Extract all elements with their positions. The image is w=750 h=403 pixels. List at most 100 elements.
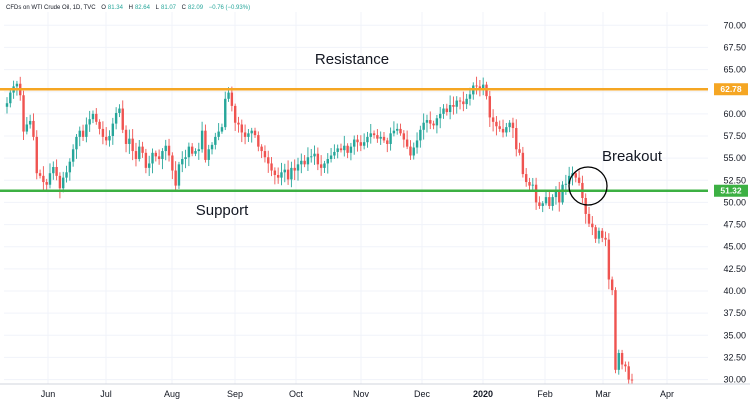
candle-body xyxy=(597,230,601,239)
candle-body xyxy=(220,127,224,132)
candle-body xyxy=(184,157,187,160)
candle-body xyxy=(32,120,35,137)
candle-body xyxy=(617,353,620,370)
candle-body xyxy=(48,173,52,185)
candle-body xyxy=(151,152,154,164)
candle-body xyxy=(336,148,339,152)
candle-body xyxy=(95,113,98,122)
candle-body xyxy=(128,138,131,144)
candle-body xyxy=(386,140,389,144)
candle-body xyxy=(505,127,508,133)
candle-body xyxy=(343,145,346,151)
candle-body xyxy=(197,149,200,152)
candle-body xyxy=(181,159,184,165)
breakout-circle xyxy=(568,166,608,206)
candle-body xyxy=(396,128,399,131)
candle-body xyxy=(521,152,525,175)
candle-body xyxy=(515,128,518,150)
candle-body xyxy=(114,112,118,124)
candle-body xyxy=(458,100,462,102)
candle-body xyxy=(442,108,445,114)
candle-body xyxy=(333,151,336,156)
change-value: −0.76 (−0.93%) xyxy=(208,5,251,11)
candle-body xyxy=(38,173,42,176)
candle-body xyxy=(214,136,217,145)
candle-body xyxy=(323,163,326,168)
candle-body xyxy=(607,239,611,280)
candle-body xyxy=(498,126,501,129)
candle-body xyxy=(88,119,91,125)
candle-body xyxy=(329,155,333,160)
candle-body xyxy=(35,136,38,174)
candle-body xyxy=(276,174,280,178)
candle-body xyxy=(558,191,561,203)
candle-body xyxy=(432,123,435,126)
candle-body xyxy=(174,170,177,186)
candle-body xyxy=(372,133,376,136)
candle-body xyxy=(108,136,111,141)
candle-body xyxy=(366,136,369,143)
candle-body xyxy=(22,95,25,132)
candle-body xyxy=(614,290,617,370)
candle-body xyxy=(445,108,449,113)
candle-body xyxy=(465,98,468,105)
candle-body xyxy=(144,152,148,168)
candle-body xyxy=(270,163,273,171)
candle-body xyxy=(237,122,240,125)
candle-body xyxy=(194,151,197,154)
candle-body xyxy=(567,175,571,184)
candle-body xyxy=(224,98,227,128)
x-tick-label: Nov xyxy=(353,389,370,399)
y-tick-label: 40.00 xyxy=(723,286,746,296)
resistance-annotation: Resistance xyxy=(315,51,389,68)
x-tick-label: Aug xyxy=(164,389,180,399)
y-tick-label: 47.50 xyxy=(723,220,746,230)
candle-body xyxy=(548,197,551,206)
candle-body xyxy=(273,170,277,175)
candle-body xyxy=(98,121,101,129)
y-tick-label: 30.00 xyxy=(723,375,746,385)
candle-body xyxy=(111,123,115,136)
candle-body xyxy=(488,96,492,118)
y-tick-label: 60.00 xyxy=(723,109,746,119)
candle-body xyxy=(233,105,237,123)
candle-body xyxy=(439,113,442,119)
low-label: L xyxy=(155,5,159,11)
candle-body xyxy=(200,130,204,150)
candle-body xyxy=(138,146,141,160)
candle-body xyxy=(362,142,366,146)
candle-body xyxy=(495,121,498,127)
x-tick-label: Dec xyxy=(414,389,431,399)
candle-body xyxy=(412,147,415,156)
candle-body xyxy=(462,101,465,105)
y-tick-label: 67.50 xyxy=(723,42,746,52)
candle-body xyxy=(134,151,138,160)
candle-body xyxy=(538,202,541,206)
x-axis: Jun Jul Aug Sep Oct Nov Dec 2020 Feb Mar Apr xyxy=(0,383,750,403)
candle-body xyxy=(561,184,564,203)
candle-body xyxy=(105,136,108,141)
candle-body xyxy=(42,175,45,183)
candle-body xyxy=(204,130,207,160)
candle-body xyxy=(468,94,472,99)
candle-body xyxy=(405,139,409,147)
candle-body xyxy=(210,144,214,150)
candle-body xyxy=(15,83,19,87)
candle-body xyxy=(101,128,105,137)
candle-body xyxy=(131,138,134,152)
candle-body xyxy=(250,130,253,134)
high-value: 82.64 xyxy=(134,5,150,11)
candle-body xyxy=(491,117,495,122)
candle-body xyxy=(346,145,349,153)
candle-body xyxy=(349,146,353,153)
breakout-annotation: Breakout xyxy=(602,148,663,165)
candle-body xyxy=(564,183,568,185)
candle-body xyxy=(409,146,412,156)
candle-body xyxy=(267,157,270,164)
x-tick-label: 2020 xyxy=(473,389,493,399)
candle-body xyxy=(339,148,343,151)
y-tick-label: 55.00 xyxy=(723,153,746,163)
candle-body xyxy=(534,184,538,203)
candle-body xyxy=(584,198,587,214)
candle-body xyxy=(554,191,558,198)
